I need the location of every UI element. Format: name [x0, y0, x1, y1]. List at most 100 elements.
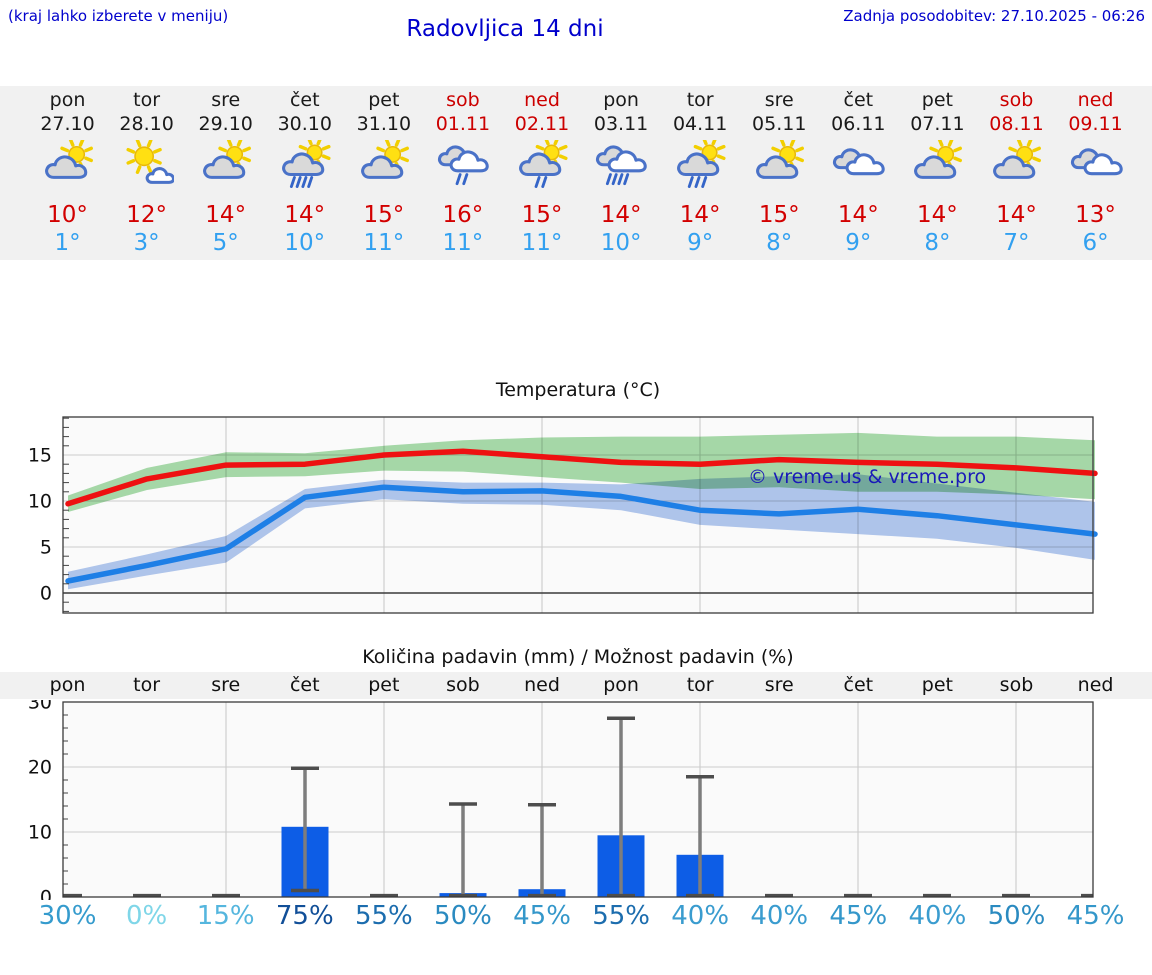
precip-probability-band: 30% 0% 15% 75% 55% 50% 45% 55% 40% 40% 45% 40% 50% 45… — [0, 899, 1152, 935]
day-date: 02.11 — [514, 113, 570, 135]
precip-day-label: čet — [289, 674, 320, 696]
day-name: sre — [211, 89, 241, 111]
min-temperature: 10° — [600, 230, 642, 256]
precip-day-label: pet — [368, 674, 400, 696]
max-temperature: 16° — [442, 202, 484, 228]
min-temperature: 11° — [363, 230, 405, 256]
max-temperature: 14° — [917, 202, 958, 228]
precip-probability: 75% — [275, 901, 334, 931]
max-temperature: 10° — [47, 202, 88, 228]
precip-day-label: tor — [686, 674, 714, 696]
sun-small-cloud-icon — [126, 138, 175, 184]
day-date: 08.11 — [989, 113, 1044, 135]
precip-probability: 45% — [513, 901, 571, 931]
forecast-strip: pon 27.10 10° 1° tor 28.10 12° 3° sre 29.10 14° 5° č… — [0, 86, 1152, 260]
day-name: ned — [524, 89, 560, 111]
sun-cloud-icon — [202, 138, 251, 179]
forecast-day-column: ned 02.11 15° 11° — [502, 86, 581, 260]
precip-ytick-label: 20 — [28, 757, 52, 779]
precip-day-label: pon — [603, 674, 639, 696]
day-date: 30.10 — [277, 113, 332, 135]
precip-probability: 40% — [671, 901, 730, 931]
forecast-day-columns: pon 27.10 10° 1° tor 28.10 12° 3° sre 29.10 14° 5° č… — [28, 86, 1135, 260]
max-temperature: 14° — [205, 202, 247, 228]
weather-icon-box — [186, 138, 265, 194]
max-temperature: 12° — [126, 202, 167, 228]
precip-day-label: pet — [921, 674, 953, 696]
max-temperature: 15° — [363, 202, 405, 228]
day-name: pon — [603, 89, 639, 111]
weather-icon-box — [740, 138, 819, 194]
forecast-day-column: sre 29.10 14° 5° — [186, 86, 265, 260]
precip-day-label: ned — [1077, 674, 1114, 696]
forecast-day-column: tor 04.11 14° 9° — [661, 86, 740, 260]
last-update: Zadnja posodobitev: 27.10.2025 - 06:26 — [843, 7, 1145, 25]
weather-icon-box — [265, 136, 344, 194]
precipitation-chart: 0 10 20 30 — [28, 700, 1094, 901]
day-name: pet — [368, 89, 400, 111]
min-temperature: 1° — [54, 230, 81, 256]
menu-hint: (kraj lahko izberete v meniju) — [8, 7, 229, 25]
sun-cloud-icon — [44, 138, 93, 179]
min-temperature: 5° — [212, 230, 239, 256]
weather-icon-box — [582, 140, 661, 194]
precip-probability: 15% — [196, 901, 255, 931]
day-date: 09.11 — [1068, 113, 1123, 135]
precip-day-label: čet — [843, 674, 874, 696]
day-date: 28.10 — [119, 113, 174, 135]
sun-cloud-rain4-icon — [281, 136, 331, 188]
day-name: sob — [446, 89, 480, 111]
precip-probability: 0% — [125, 901, 168, 931]
clouds-icon — [833, 148, 886, 176]
day-date: 04.11 — [672, 113, 728, 135]
sun-cloud-icon — [360, 138, 409, 179]
precip-probability: 50% — [987, 901, 1046, 931]
min-temperature: 3° — [133, 230, 160, 256]
precip-plot-area — [63, 702, 1093, 897]
weather-icon-box — [819, 140, 898, 194]
day-date: 06.11 — [831, 113, 886, 135]
forecast-day-column: čet 30.10 14° 10° — [265, 86, 344, 260]
forecast-day-column: sob 08.11 14° 7° — [977, 86, 1056, 260]
min-temperature: 8° — [924, 230, 951, 256]
day-date: 07.11 — [910, 113, 965, 135]
precip-ytick-label: 0 — [40, 887, 52, 901]
min-temperature: 9° — [845, 230, 872, 256]
temp-ytick-label: 15 — [28, 445, 52, 467]
sun-cloud-rain2-icon — [519, 136, 568, 188]
day-date: 29.10 — [198, 113, 253, 135]
day-name: čet — [289, 89, 320, 111]
weather-icon-box — [344, 138, 423, 194]
min-temperature: 11° — [521, 230, 563, 256]
precip-day-label-band: pon tor sre čet pet sob ned pon tor sre čet pet sob n… — [0, 672, 1152, 699]
precip-day-label: sre — [211, 674, 241, 696]
precip-day-label: sre — [764, 674, 794, 696]
day-name: pon — [49, 89, 86, 111]
day-name: tor — [133, 89, 161, 111]
weather-icon-box — [977, 138, 1056, 194]
forecast-day-column: čet 06.11 14° 9° — [819, 86, 898, 260]
min-temperature: 11° — [442, 230, 484, 256]
forecast-day-column: pet 07.11 14° 8° — [898, 86, 977, 260]
min-temperature: 9° — [687, 230, 714, 256]
sun-cloud-icon — [914, 138, 963, 179]
day-name: sob — [999, 89, 1034, 111]
precip-day-label: sob — [446, 674, 480, 696]
temp-ytick-label: 5 — [40, 537, 52, 559]
forecast-day-column: sre 05.11 15° 8° — [740, 86, 819, 260]
day-name: sre — [764, 89, 794, 111]
sun-cloud-rain3-icon — [677, 136, 726, 188]
weather-icon-box — [423, 140, 502, 194]
precip-day-label: sob — [999, 674, 1034, 696]
forecast-day-column: tor 28.10 12° 3° — [107, 86, 186, 260]
weather-icon-box — [898, 138, 977, 194]
forecast-day-column: ned 09.11 13° 6° — [1056, 86, 1135, 260]
forecast-day-column: sob 01.11 16° 11° — [423, 86, 502, 260]
max-temperature: 14° — [679, 202, 721, 228]
day-name: pet — [921, 89, 953, 111]
min-temperature: 7° — [1003, 230, 1030, 256]
precip-probability-row: 30% 0% 15% 75% 55% 50% 45% 55% 40% 40% 45% 40% 50% 45… — [28, 899, 1135, 935]
temp-ytick-label: 0 — [40, 583, 52, 605]
min-temperature: 10° — [284, 230, 326, 256]
